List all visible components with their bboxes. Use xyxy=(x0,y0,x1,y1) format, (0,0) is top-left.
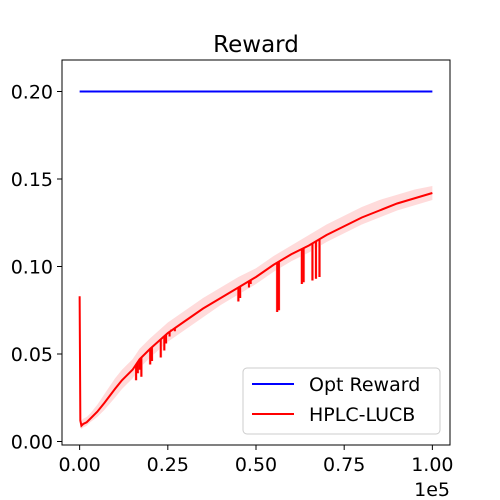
y-tick-label: 0.10 xyxy=(11,257,53,279)
x-tick-label: 0.75 xyxy=(323,454,365,476)
y-tick-label: 0.05 xyxy=(11,344,53,366)
x-axis-offset-label: 1e5 xyxy=(414,479,450,500)
chart-title: Reward xyxy=(213,32,299,58)
x-axis: 0.00 0.25 0.50 0.75 1.00 xyxy=(58,445,453,476)
legend-label-hplc-lucb: HPLC-LUCB xyxy=(309,404,415,426)
x-tick-label: 0.50 xyxy=(235,454,277,476)
x-tick-label: 0.25 xyxy=(147,454,189,476)
y-tick-label: 0.00 xyxy=(11,432,53,454)
legend: Opt Reward HPLC-LUCB xyxy=(243,368,440,434)
x-tick-label: 1.00 xyxy=(411,454,453,476)
y-axis: 0.00 0.05 0.10 0.15 0.20 xyxy=(11,82,62,454)
y-tick-label: 0.15 xyxy=(11,169,53,191)
legend-label-opt-reward: Opt Reward xyxy=(309,374,420,396)
y-tick-label: 0.20 xyxy=(11,82,53,104)
x-tick-label: 0.00 xyxy=(58,454,100,476)
